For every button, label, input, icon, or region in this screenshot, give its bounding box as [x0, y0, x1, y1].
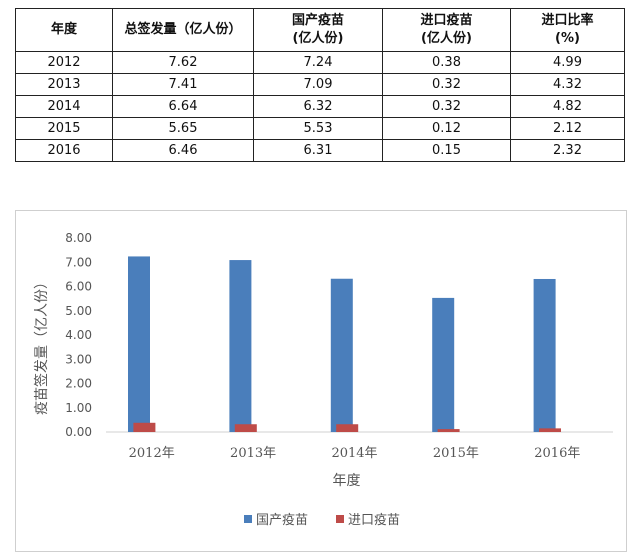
table-cell: 6.31	[253, 139, 383, 162]
legend-swatch-domestic	[244, 515, 252, 523]
table-cell: 0.32	[382, 73, 511, 96]
legend-label-imported: 进口疫苗	[348, 512, 400, 528]
vaccine-data-table: 年度 总签发量（亿人份） 国产疫苗 (亿人份) 进口疫苗 (亿人份) 进口比率 (%)…	[15, 8, 625, 162]
table-cell: 2016	[15, 139, 113, 162]
legend-swatch-imported	[336, 515, 344, 523]
header-imported: 进口疫苗 (亿人份)	[382, 8, 511, 52]
table-cell: 2.12	[510, 117, 625, 140]
table-cell: 6.32	[253, 95, 383, 118]
y-tick-label: 6.00	[65, 280, 92, 294]
bar-domestic	[330, 278, 353, 432]
bar-domestic	[533, 278, 556, 432]
y-tick-label: 7.00	[65, 255, 92, 269]
table-row: 2013 7.41 7.09 0.32 4.32	[15, 73, 625, 96]
y-axis-title: 疫苗签发量（亿人份）	[33, 275, 50, 415]
table-cell: 4.32	[510, 73, 625, 96]
bar-domestic	[128, 256, 150, 432]
table-header-row: 年度 总签发量（亿人份） 国产疫苗 (亿人份) 进口疫苗 (亿人份) 进口比率 (%)	[15, 8, 625, 52]
bar-imported	[437, 429, 460, 432]
y-tick-label: 0.00	[65, 425, 92, 439]
bar-domestic	[432, 297, 455, 432]
x-axis-title: 年度	[333, 473, 361, 489]
bar-imported	[133, 422, 156, 432]
y-tick-label: 5.00	[65, 304, 92, 318]
table-row: 2016 6.46 6.31 0.15 2.32	[15, 139, 625, 162]
table-cell: 7.41	[112, 73, 254, 96]
x-tick-label: 2016年	[534, 446, 580, 461]
table-row: 2014 6.64 6.32 0.32 4.82	[15, 95, 625, 118]
header-domestic: 国产疫苗 (亿人份)	[253, 8, 383, 52]
y-tick-label: 1.00	[65, 401, 92, 415]
x-tick-label: 2012年	[129, 446, 175, 461]
table-cell: 4.82	[510, 95, 625, 118]
x-tick-label: 2014年	[331, 446, 377, 461]
bar-imported	[234, 424, 257, 432]
table-cell: 0.15	[382, 139, 511, 162]
table-cell: 6.64	[112, 95, 254, 118]
y-tick-label: 3.00	[65, 352, 92, 366]
table-row: 2012 7.62 7.24 0.38 4.99	[15, 51, 625, 74]
table-cell: 6.46	[112, 139, 254, 162]
table-cell: 7.62	[112, 51, 254, 74]
table-cell: 7.24	[253, 51, 383, 74]
bar-imported	[539, 428, 561, 432]
bar-imported	[336, 424, 359, 432]
header-import-ratio: 进口比率 (%)	[510, 8, 625, 52]
bar-domestic	[229, 260, 252, 432]
table-cell: 0.32	[382, 95, 511, 118]
header-year: 年度	[15, 8, 113, 52]
table-cell: 4.99	[510, 51, 625, 74]
table-cell: 2014	[15, 95, 113, 118]
table-cell: 0.38	[382, 51, 511, 74]
table-cell: 5.53	[253, 117, 383, 140]
table-cell: 2013	[15, 73, 113, 96]
y-tick-label: 4.00	[65, 328, 92, 342]
table-cell: 5.65	[112, 117, 254, 140]
bar-chart: 0.00 1.00 2.00 3.00 4.00 5.00 6.00 7.00 8.00 2012…	[33, 231, 613, 528]
table-cell: 2012	[15, 51, 113, 74]
x-tick-label: 2013年	[230, 446, 276, 461]
table-row: 2015 5.65 5.53 0.12 2.12	[15, 117, 625, 140]
legend-label-domestic: 国产疫苗	[256, 512, 308, 528]
y-tick-label: 8.00	[65, 231, 92, 245]
table-cell: 2015	[15, 117, 113, 140]
table-cell: 0.12	[382, 117, 511, 140]
y-tick-label: 2.00	[65, 377, 92, 391]
chart-panel: 0.00 1.00 2.00 3.00 4.00 5.00 6.00 7.00 8.00 2012…	[15, 210, 627, 552]
table-cell: 7.09	[253, 73, 383, 96]
header-total: 总签发量（亿人份）	[112, 8, 254, 52]
x-tick-label: 2015年	[433, 446, 479, 461]
table-cell: 2.32	[510, 139, 625, 162]
